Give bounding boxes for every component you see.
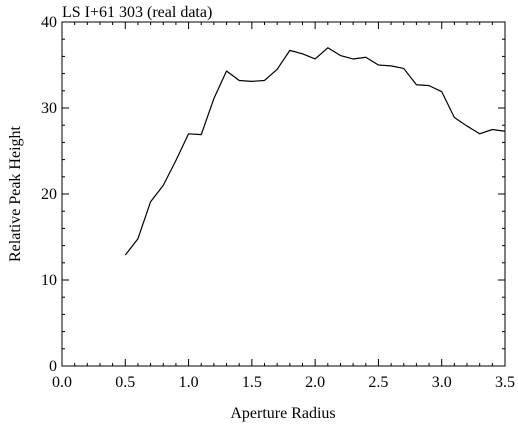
y-tick-label: 10 <box>41 272 57 289</box>
y-tick-label: 20 <box>41 186 57 203</box>
x-tick-label: 0.5 <box>115 374 135 391</box>
x-tick-label: 1.5 <box>242 374 262 391</box>
y-axis-label: Relative Peak Height <box>7 125 24 262</box>
x-tick-label: 0.0 <box>52 374 72 391</box>
x-axis-label: Aperture Radius <box>230 405 335 422</box>
x-tick-label: 3.5 <box>495 374 515 391</box>
x-tick-label: 1.0 <box>179 374 199 391</box>
x-tick-label: 2.5 <box>368 374 388 391</box>
y-tick-label: 0 <box>49 358 57 375</box>
y-tick-label: 40 <box>41 14 57 31</box>
x-axis: 0.0 0.5 1.0 1.5 2.0 2.5 3.0 3.5 <box>52 22 515 391</box>
x-tick-label: 3.0 <box>432 374 452 391</box>
x-tick-label: 2.0 <box>305 374 325 391</box>
y-tick-label: 30 <box>41 100 57 117</box>
plot-frame <box>61 21 506 367</box>
y-axis: 0 10 20 30 40 <box>41 14 505 375</box>
series-line <box>124 47 506 256</box>
chart-title: LS I+61 303 (real data) <box>62 4 212 21</box>
